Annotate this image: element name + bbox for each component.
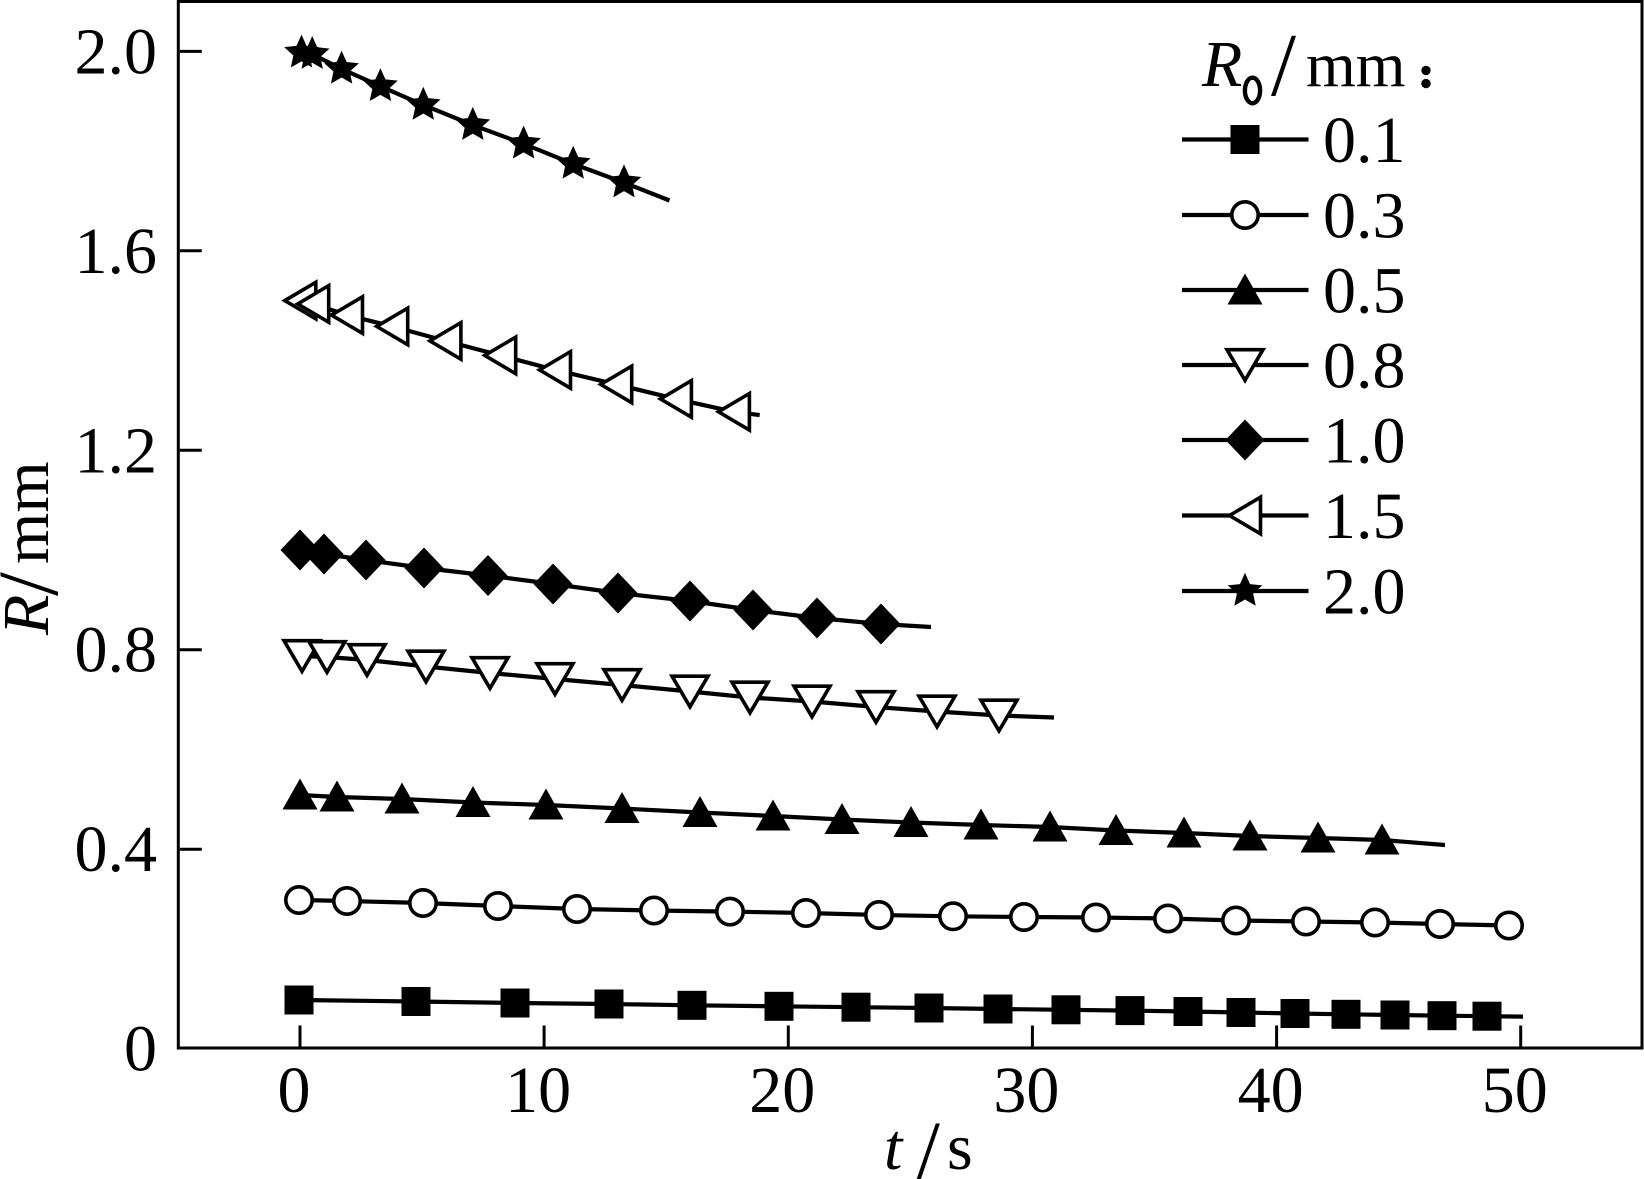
svg-text:40: 40 <box>1238 1054 1304 1127</box>
svg-text:1.5: 1.5 <box>1323 480 1406 553</box>
svg-text:R: R <box>0 595 63 636</box>
svg-text:0.8: 0.8 <box>1323 330 1406 403</box>
svg-text:/: / <box>1271 16 1296 115</box>
svg-text:0.1: 0.1 <box>1323 104 1406 177</box>
svg-text:0.8: 0.8 <box>75 614 158 687</box>
svg-text:t: t <box>884 1111 904 1179</box>
svg-text:0.4: 0.4 <box>75 813 158 886</box>
svg-text:0: 0 <box>124 1013 157 1086</box>
svg-text:30: 30 <box>993 1054 1059 1127</box>
svg-text:2.0: 2.0 <box>75 15 158 88</box>
svg-text:2.0: 2.0 <box>1323 556 1406 629</box>
svg-text:1.0: 1.0 <box>1323 405 1406 478</box>
svg-text:0.3: 0.3 <box>1323 180 1406 253</box>
svg-text:R: R <box>1201 28 1242 101</box>
svg-text:50: 50 <box>1482 1054 1548 1127</box>
svg-text:mm: mm <box>0 461 63 564</box>
svg-text:20: 20 <box>749 1054 815 1127</box>
svg-text:1.2: 1.2 <box>75 414 158 487</box>
svg-text:1.6: 1.6 <box>75 215 158 288</box>
svg-text:mm: mm <box>1306 29 1406 100</box>
svg-text:s: s <box>947 1111 973 1179</box>
svg-text:0: 0 <box>278 1054 311 1127</box>
svg-text:0.5: 0.5 <box>1323 255 1406 328</box>
svg-text:/: / <box>916 1103 940 1179</box>
svg-text:10: 10 <box>505 1054 571 1127</box>
svg-text:/: / <box>0 572 76 596</box>
